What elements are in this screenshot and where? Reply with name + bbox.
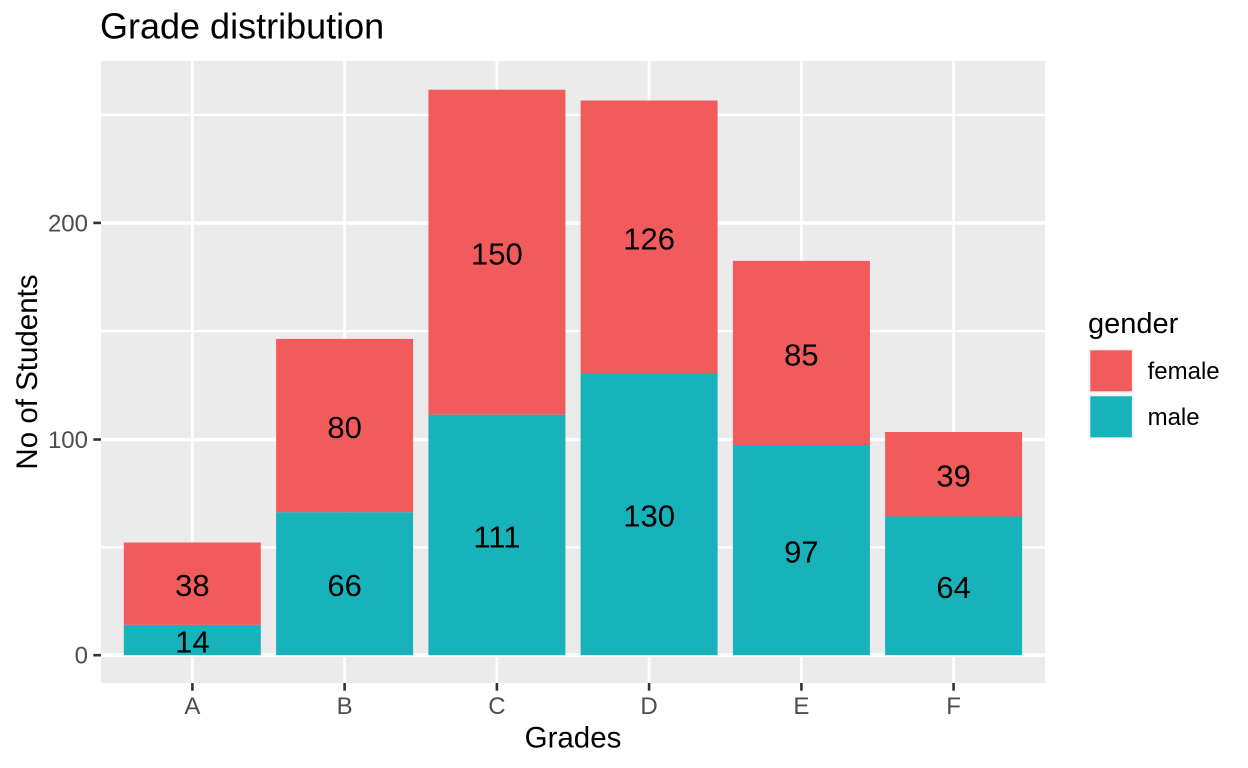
svg-text:97: 97	[784, 535, 818, 570]
svg-text:E: E	[793, 693, 809, 720]
svg-text:150: 150	[471, 237, 523, 272]
svg-text:64: 64	[936, 570, 970, 605]
svg-text:85: 85	[784, 337, 818, 372]
svg-text:male: male	[1148, 404, 1200, 431]
svg-text:38: 38	[175, 568, 209, 603]
svg-text:gender: gender	[1088, 308, 1179, 340]
svg-text:100: 100	[48, 427, 88, 454]
svg-text:female: female	[1148, 358, 1220, 385]
svg-text:Grades: Grades	[525, 722, 622, 755]
svg-text:F: F	[946, 693, 961, 720]
svg-text:80: 80	[327, 410, 361, 445]
svg-text:B: B	[337, 693, 353, 720]
svg-text:126: 126	[623, 221, 675, 256]
svg-text:39: 39	[936, 459, 970, 494]
svg-text:D: D	[640, 693, 657, 720]
svg-text:C: C	[488, 693, 505, 720]
svg-text:66: 66	[327, 568, 361, 603]
svg-text:Grade distribution: Grade distribution	[100, 6, 384, 47]
svg-text:No of Students: No of Students	[11, 274, 44, 469]
svg-text:0: 0	[75, 643, 88, 670]
svg-text:14: 14	[175, 624, 209, 659]
svg-text:A: A	[184, 693, 200, 720]
svg-text:111: 111	[473, 519, 520, 554]
svg-text:200: 200	[48, 210, 88, 237]
svg-text:130: 130	[623, 499, 675, 534]
